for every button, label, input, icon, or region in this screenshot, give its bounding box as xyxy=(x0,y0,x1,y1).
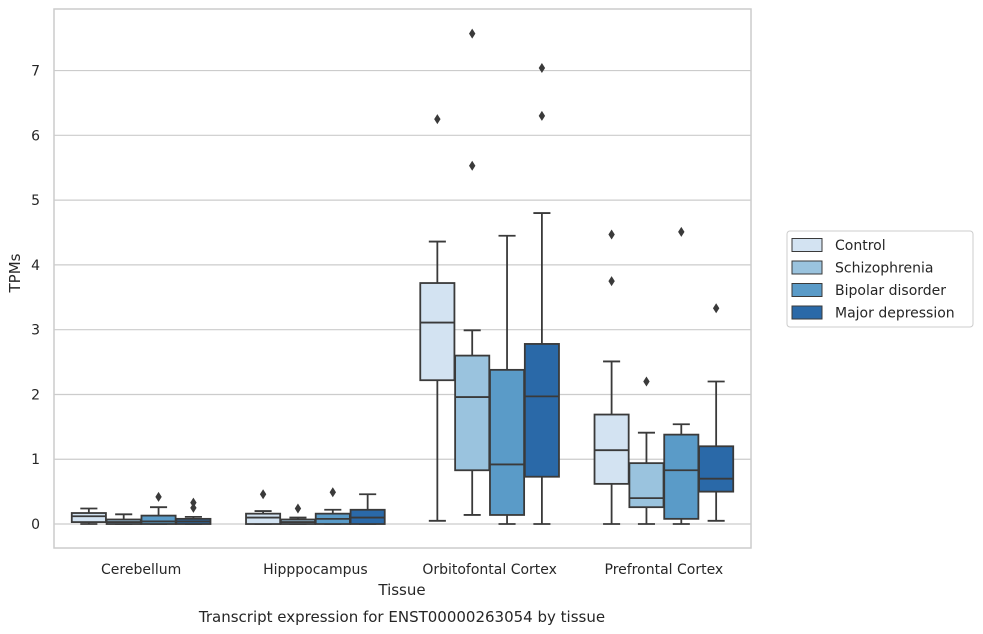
y-tick-label: 1 xyxy=(31,452,40,468)
box-groups xyxy=(70,28,735,525)
x-axis-label: Tissue xyxy=(377,581,425,599)
outlier-point xyxy=(712,303,720,314)
x-tick-label: Hipppocampus xyxy=(263,562,368,578)
legend-swatch xyxy=(791,283,823,297)
legend-label: Schizophrenia xyxy=(835,261,933,277)
box-group xyxy=(175,497,212,525)
box-group xyxy=(628,376,665,525)
legend-swatch xyxy=(791,238,823,252)
y-tick-label: 3 xyxy=(31,323,40,339)
x-tick-label: Orbitofontal Cortex xyxy=(422,562,557,578)
box-group xyxy=(698,303,735,522)
outlier-point xyxy=(608,229,615,240)
box xyxy=(663,433,700,520)
outlier-point xyxy=(434,114,441,125)
legend-item: Bipolar disorder xyxy=(791,283,946,299)
box-group xyxy=(454,28,491,516)
outlier-point xyxy=(538,110,546,121)
legend-label: Control xyxy=(835,238,886,254)
x-tick-label: Prefrontal Cortex xyxy=(605,562,724,578)
y-tick-label: 2 xyxy=(31,387,40,403)
box-group xyxy=(489,234,526,525)
legend-swatch xyxy=(791,305,823,320)
legend-label: Major depression xyxy=(835,306,955,322)
chart-title: Transcript expression for ENST0000026305… xyxy=(198,608,605,626)
outlier-point xyxy=(259,489,267,500)
box xyxy=(698,445,735,493)
box xyxy=(245,512,282,525)
plot-frame xyxy=(53,8,752,549)
box-group xyxy=(593,229,630,525)
box-group xyxy=(419,114,456,522)
box-group xyxy=(349,493,386,525)
box xyxy=(70,512,107,523)
x-tick-label: Cerebellum xyxy=(101,562,181,578)
box-group xyxy=(140,491,177,525)
outlier-point xyxy=(608,276,615,287)
outlier-point xyxy=(155,491,162,502)
y-tick-label: 7 xyxy=(31,64,40,80)
y-tick-label: 4 xyxy=(31,258,40,274)
box xyxy=(489,368,526,516)
outlier-point xyxy=(469,28,476,39)
box xyxy=(419,282,456,382)
y-tick-label: 5 xyxy=(31,193,40,209)
box-group xyxy=(663,226,700,525)
box xyxy=(523,343,560,478)
x-tick-labels: Cerebellum Hipppocampus Orbitofontal Corte… xyxy=(101,562,723,578)
legend: Control Schizophrenia Bipolar disorder Majo… xyxy=(786,230,974,328)
outlier-point xyxy=(538,62,546,73)
legend-item: Major depression xyxy=(791,305,955,322)
box-group xyxy=(70,507,107,525)
outlier-point xyxy=(329,487,336,498)
legend-item: Schizophrenia xyxy=(791,260,933,277)
legend-swatch xyxy=(791,260,823,275)
box-group xyxy=(279,503,316,525)
box xyxy=(454,354,491,472)
box xyxy=(628,462,665,509)
outlier-point xyxy=(678,226,685,237)
box xyxy=(140,514,177,525)
outlier-point xyxy=(469,160,476,171)
box xyxy=(593,413,630,485)
y-axis-label: TPMs xyxy=(6,253,24,293)
grid-lines xyxy=(54,69,751,525)
legend-label: Bipolar disorder xyxy=(835,283,946,299)
outlier-point xyxy=(190,497,197,508)
outlier-point xyxy=(190,502,197,513)
box-group xyxy=(245,489,282,525)
legend-frame xyxy=(786,230,974,328)
box-group xyxy=(523,62,560,525)
y-tick-label: 6 xyxy=(31,128,40,144)
outlier-point xyxy=(294,503,302,514)
y-tick-label: 0 xyxy=(31,517,40,533)
legend-item: Control xyxy=(791,238,886,254)
box-group xyxy=(105,513,142,525)
outlier-point xyxy=(643,376,650,387)
y-tick-labels: 0 1 2 3 4 5 6 7 xyxy=(31,64,40,533)
box-group xyxy=(314,487,351,525)
